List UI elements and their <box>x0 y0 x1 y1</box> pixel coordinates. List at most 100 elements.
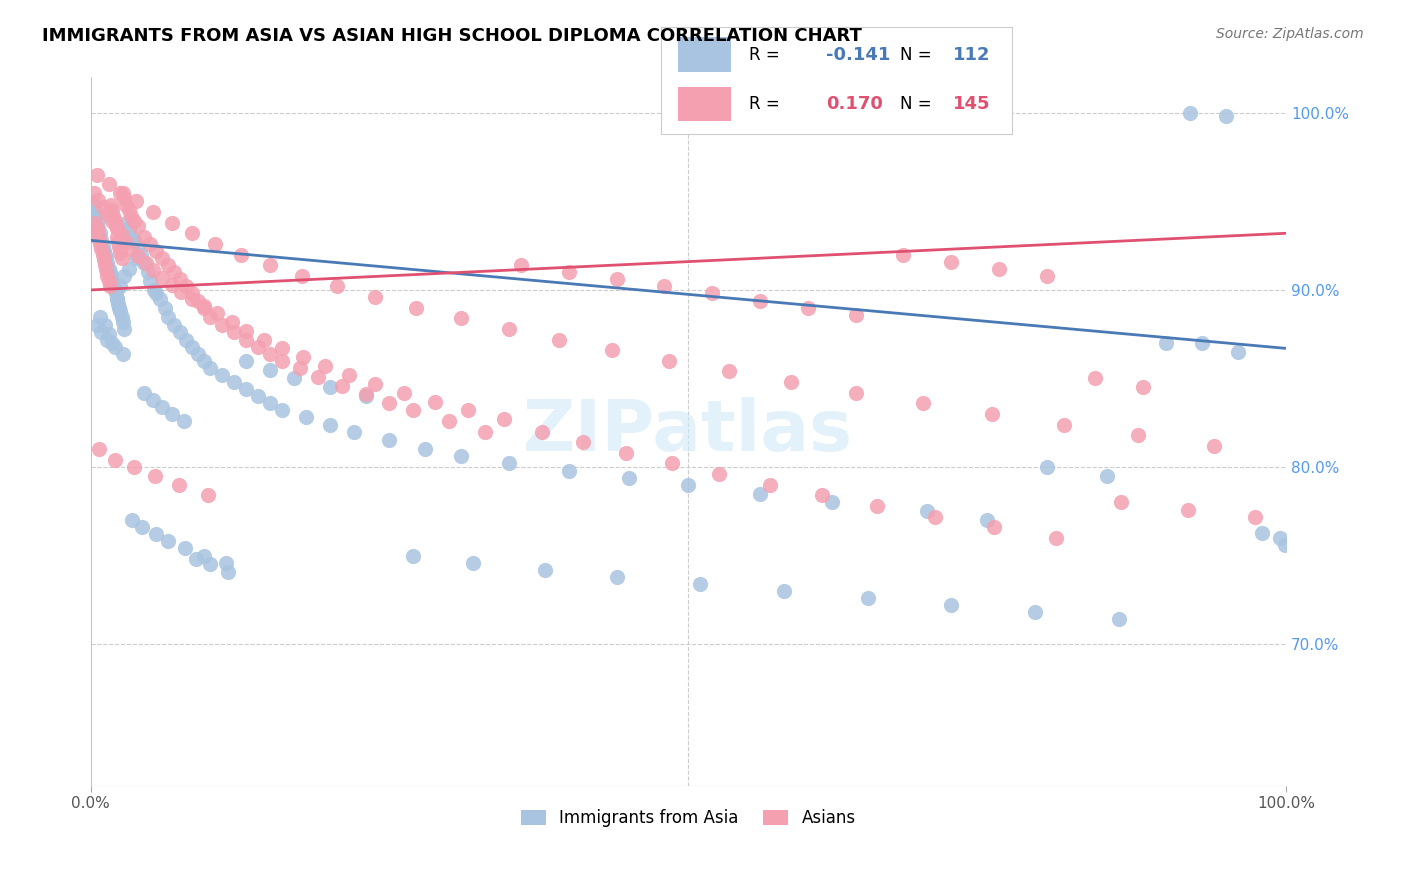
Point <box>86 168 108 182</box>
Point <box>413 442 436 457</box>
Point <box>97 327 120 342</box>
Point <box>101 203 124 218</box>
Point <box>207 306 229 320</box>
Point <box>89 310 111 324</box>
Point <box>405 301 427 315</box>
Point <box>773 584 796 599</box>
Point <box>121 513 143 527</box>
Point <box>402 549 425 563</box>
Point <box>96 263 118 277</box>
Point <box>439 414 461 428</box>
Point <box>231 247 253 261</box>
Point <box>112 268 135 283</box>
Point <box>1268 531 1291 545</box>
Text: -0.141: -0.141 <box>825 45 890 63</box>
Point <box>142 392 165 407</box>
Point <box>122 214 145 228</box>
Point <box>531 425 554 439</box>
Point <box>702 286 724 301</box>
Point <box>112 322 135 336</box>
Point <box>821 495 844 509</box>
Point <box>129 247 152 261</box>
Point <box>96 256 118 270</box>
Point <box>150 251 173 265</box>
Point <box>717 364 740 378</box>
Point <box>924 509 946 524</box>
Point <box>184 552 207 566</box>
Point <box>318 417 340 432</box>
Point <box>187 293 209 308</box>
Point <box>474 425 496 439</box>
Point <box>1215 109 1237 123</box>
Point <box>174 541 197 556</box>
Point <box>1156 336 1178 351</box>
Point <box>157 258 180 272</box>
Point <box>84 216 107 230</box>
Point <box>976 513 998 527</box>
Point <box>121 242 143 256</box>
Point <box>103 214 125 228</box>
Point <box>87 221 110 235</box>
Point <box>84 207 107 221</box>
Point <box>1084 371 1107 385</box>
Point <box>211 318 233 333</box>
Point <box>110 245 132 260</box>
Point <box>142 263 165 277</box>
Point <box>181 227 204 241</box>
Point <box>96 333 118 347</box>
Point <box>283 371 305 385</box>
Point <box>197 488 219 502</box>
Point <box>105 292 128 306</box>
Point <box>193 549 215 563</box>
Point <box>134 256 156 270</box>
Point <box>270 403 292 417</box>
Point <box>1095 469 1118 483</box>
Point <box>270 342 292 356</box>
Point <box>606 272 628 286</box>
Point <box>235 324 257 338</box>
Point <box>709 467 731 482</box>
Point <box>89 236 111 251</box>
Point <box>125 251 148 265</box>
Point <box>941 254 963 268</box>
Point <box>270 353 292 368</box>
Point <box>97 177 120 191</box>
Point <box>1227 345 1250 359</box>
Point <box>89 227 111 241</box>
Point <box>111 310 134 324</box>
Point <box>246 340 269 354</box>
Point <box>1045 531 1067 545</box>
Point <box>1052 417 1074 432</box>
Point <box>96 207 118 221</box>
Point <box>330 378 353 392</box>
Point <box>392 385 415 400</box>
Point <box>253 333 276 347</box>
Point <box>112 191 135 205</box>
Point <box>181 340 204 354</box>
Point <box>1108 612 1130 626</box>
Point <box>1180 106 1202 120</box>
Point <box>1191 336 1213 351</box>
Point <box>498 457 520 471</box>
Point <box>131 520 153 534</box>
Point <box>93 252 115 267</box>
Point <box>654 279 676 293</box>
Point <box>1024 605 1046 619</box>
Point <box>845 385 868 400</box>
Point <box>169 326 191 340</box>
Point <box>1126 428 1149 442</box>
Point <box>115 198 138 212</box>
Point <box>86 229 108 244</box>
Point <box>94 258 117 272</box>
Point <box>167 477 190 491</box>
Legend: Immigrants from Asia, Asians: Immigrants from Asia, Asians <box>515 803 862 834</box>
Point <box>98 279 121 293</box>
Point <box>145 286 167 301</box>
Text: 145: 145 <box>953 95 990 112</box>
Point <box>103 279 125 293</box>
Point <box>108 301 131 315</box>
Point <box>142 205 165 219</box>
Point <box>450 311 472 326</box>
Point <box>103 453 125 467</box>
Point <box>1251 525 1274 540</box>
